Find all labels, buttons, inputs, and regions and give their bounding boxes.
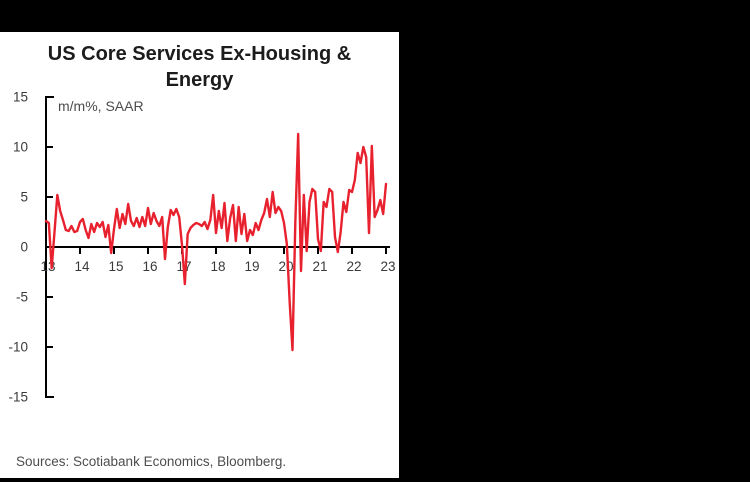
- chart-panel: 15 10 5 0 -5 -10 -15 13 14 15 16 17 18 19 20 21 22 23 m/m%…: [0, 32, 399, 478]
- y-tick-label: 5: [20, 190, 28, 205]
- y-tick-label: -15: [8, 390, 28, 405]
- chart-title-line-1: US Core Services Ex-Housing &: [47, 43, 352, 65]
- series-line: [44, 132, 388, 352]
- chart-title-line-2: Energy: [165, 69, 234, 91]
- x-tick-label: 23: [380, 259, 395, 274]
- x-tick-label: 19: [244, 259, 259, 274]
- chart-title: US Core Services Ex-Housing & Energy: [0, 41, 399, 93]
- y-tick-label: 0: [20, 240, 28, 255]
- x-tick-label: 22: [346, 259, 361, 274]
- y-tick-label: 10: [13, 140, 28, 155]
- x-tick-label: 14: [74, 259, 90, 274]
- x-tick-label: 15: [108, 259, 123, 274]
- y-tick-label: -10: [8, 340, 28, 355]
- x-tick-label: 16: [142, 259, 157, 274]
- x-tick-label: 20: [278, 259, 293, 274]
- y-tick-label: -5: [16, 290, 28, 305]
- x-tick-label: 21: [312, 259, 327, 274]
- units-label: m/m%, SAAR: [58, 98, 144, 114]
- source-note: Sources: Scotiabank Economics, Bloomberg…: [16, 454, 287, 469]
- y-tick-label: 15: [13, 90, 28, 105]
- x-tick-label: 18: [210, 259, 225, 274]
